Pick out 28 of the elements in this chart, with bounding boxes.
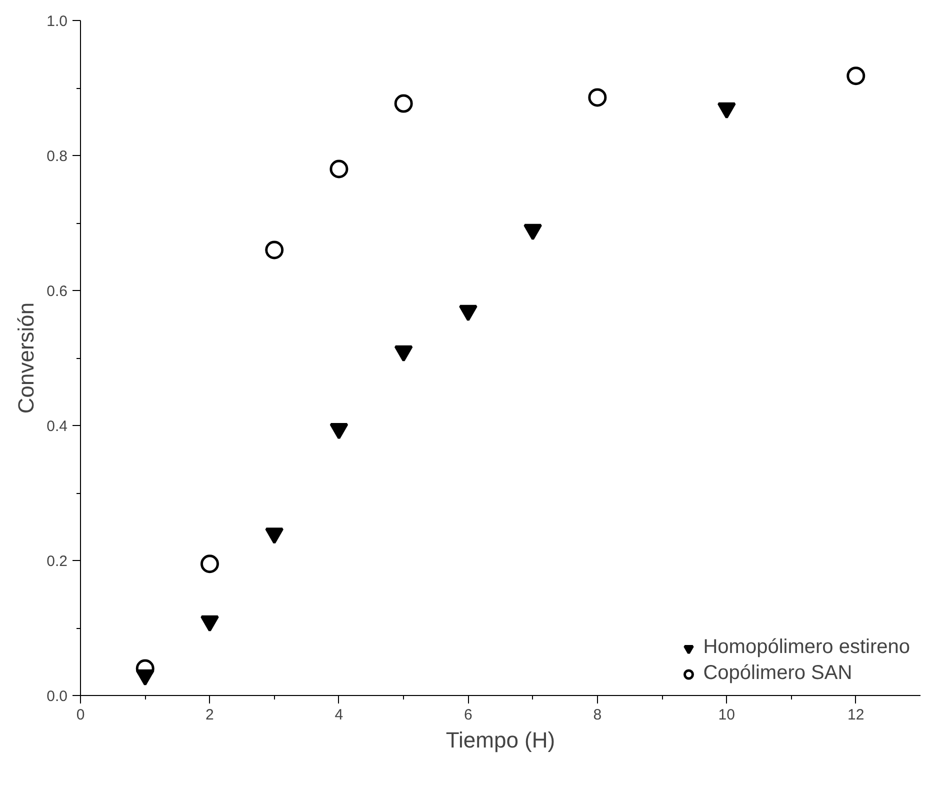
x-tick-label: 4 [334,706,344,724]
x-tick-label: 6 [464,706,472,724]
point [330,160,348,178]
x-tick-label: 12 [848,706,864,724]
x-tick-label: 10 [718,706,735,724]
y-tick-label: 0.6 [46,283,68,300]
point [394,345,413,362]
point [394,94,413,113]
legend-label: Homopólimero estireno [703,636,910,659]
point [524,224,542,240]
x-tick-label: 2 [206,706,214,724]
point [265,240,284,260]
y-axis-title: Conversión [14,302,39,414]
x-tick-label: 0 [76,706,85,724]
y-tick-label: 1.0 [46,13,68,30]
x-tick-label: 8 [593,706,602,724]
legend-label: Copólimero SAN [703,662,852,685]
point [330,423,348,440]
point [846,66,866,86]
y-tick-label: 0.4 [46,418,68,435]
point [200,615,219,632]
point [588,88,607,107]
y-tick-label: 0.8 [46,148,68,165]
y-tick-label: 0.2 [46,553,68,570]
point [265,528,284,544]
point [458,304,478,322]
x-axis-title: Tiempo (H) [446,728,556,752]
y-tick-label: 0.0 [46,688,68,705]
